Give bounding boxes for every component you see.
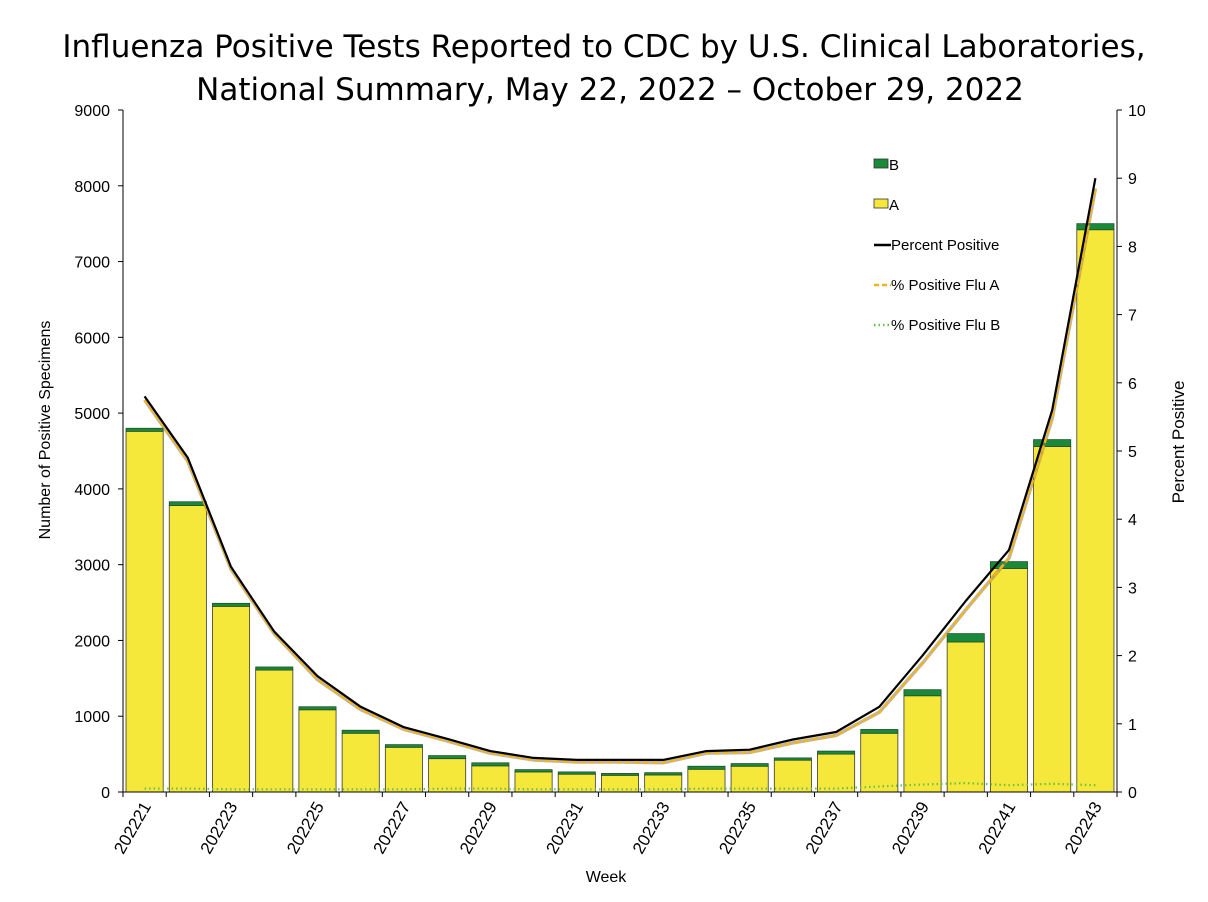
bar-b	[644, 772, 683, 776]
bar-a	[341, 732, 380, 793]
bar-b	[860, 729, 899, 734]
bar-b	[989, 561, 1028, 569]
x-axis-label: Week	[586, 869, 628, 886]
bar-b	[125, 427, 164, 432]
x-tick-label: 202235	[715, 799, 760, 858]
bar-a	[168, 505, 207, 793]
bar-b	[255, 666, 294, 671]
bar-b	[341, 729, 380, 734]
bar-b	[212, 602, 251, 607]
bar-b	[471, 762, 510, 767]
x-tick-label: 202241	[975, 799, 1020, 858]
bar-b	[946, 633, 985, 643]
y2-tick-label: 4	[1128, 512, 1137, 529]
y-tick-label: 4000	[74, 482, 110, 499]
x-tick-label: 202225	[283, 799, 328, 858]
bar-b	[730, 763, 769, 767]
y2-tick-label: 10	[1128, 103, 1146, 120]
x-tick-label: 202233	[629, 799, 674, 858]
y2-tick-label: 6	[1128, 376, 1137, 393]
y2-axis-label: Percent Positive	[1169, 381, 1188, 504]
legend-label: B	[889, 157, 899, 174]
bar-a	[903, 695, 942, 793]
y-tick-label: 5000	[74, 406, 110, 423]
lines-group	[143, 177, 1098, 791]
bar-a	[255, 669, 294, 793]
y2-tick-label: 3	[1128, 580, 1137, 597]
y2-tick-label: 2	[1128, 649, 1137, 666]
percent-positive-line	[143, 177, 1097, 762]
bars-group	[125, 223, 1115, 793]
bar-b	[601, 773, 639, 776]
bar-a	[298, 709, 337, 793]
flu-b-percent-line	[144, 781, 1096, 791]
y2-tick-label: 1	[1128, 717, 1137, 734]
chart-title-line-2: National Summary, May 22, 2022 – October…	[196, 72, 1024, 108]
x-axis-ticks: 202221 202223 202225 202227 202229 202231 2022…	[110, 792, 1118, 858]
y2-tick-label: 9	[1128, 171, 1137, 188]
bar-a	[601, 774, 639, 793]
legend-swatch-a	[873, 198, 889, 209]
legend-label: % Positive Flu B	[891, 317, 1000, 334]
bar-a	[1033, 446, 1072, 793]
bar-a	[1076, 229, 1115, 793]
bar-b	[557, 771, 596, 775]
bar-a	[946, 641, 985, 793]
bar-b	[687, 765, 726, 770]
left-axis-ticks: 0 1000 2000 3000 4000 5000 6000 7000 8000 9000	[74, 103, 123, 802]
bar-a	[471, 765, 510, 793]
bar-b	[168, 501, 207, 506]
legend-label: Percent Positive	[891, 237, 999, 254]
bar-a	[212, 605, 251, 793]
y-axis-label: Number of Positive Specimens	[37, 321, 54, 540]
bar-b	[903, 689, 942, 697]
bar-b	[1076, 223, 1115, 231]
bar-b	[817, 750, 856, 755]
bar-b	[298, 706, 337, 711]
y2-tick-label: 0	[1128, 785, 1137, 802]
bar-a	[817, 753, 856, 793]
x-tick-label: 202223	[197, 799, 242, 858]
bar-b	[428, 755, 467, 760]
y-tick-label: 0	[101, 785, 110, 802]
chart-title-line-1: Influenza Positive Tests Reported to CDC…	[62, 29, 1145, 65]
y-tick-label: 8000	[74, 179, 110, 196]
y-tick-label: 6000	[74, 330, 110, 347]
x-tick-label: 202239	[888, 799, 933, 858]
bar-a	[687, 768, 726, 793]
legend-label: A	[889, 197, 899, 214]
bar-b	[384, 744, 423, 748]
bar-a	[125, 430, 164, 793]
y-tick-label: 3000	[74, 558, 110, 575]
y-tick-label: 1000	[74, 709, 110, 726]
y2-tick-label: 5	[1128, 444, 1137, 461]
x-tick-label: 202221	[110, 799, 155, 858]
right-axis-ticks: 0 1 2 3 4 5 6 7 8 9 10	[1117, 103, 1146, 802]
x-tick-label: 202231	[542, 799, 587, 858]
x-tick-label: 202243	[1061, 799, 1106, 858]
bar-a	[860, 732, 899, 793]
legend-label: % Positive Flu A	[891, 277, 999, 294]
x-tick-label: 202229	[456, 799, 501, 858]
x-tick-label: 202227	[370, 799, 415, 858]
bar-b	[514, 769, 553, 773]
bar-a	[384, 746, 423, 793]
y2-tick-label: 7	[1128, 308, 1137, 325]
bar-b	[1033, 439, 1072, 447]
bar-a	[773, 759, 812, 793]
bar-a	[989, 568, 1028, 793]
y2-tick-label: 8	[1128, 239, 1137, 256]
y-tick-label: 9000	[74, 103, 110, 120]
y-tick-label: 7000	[74, 255, 110, 272]
chart-legend: B A Percent Positive % Positive Flu A % Posi…	[873, 157, 1000, 334]
bar-a	[730, 765, 769, 793]
y-tick-label: 2000	[74, 633, 110, 650]
flu-a-percent-line	[143, 188, 1097, 764]
bar-a	[428, 758, 467, 793]
bar-b	[773, 757, 812, 761]
legend-swatch-b	[873, 158, 889, 169]
x-tick-label: 202237	[802, 799, 847, 858]
